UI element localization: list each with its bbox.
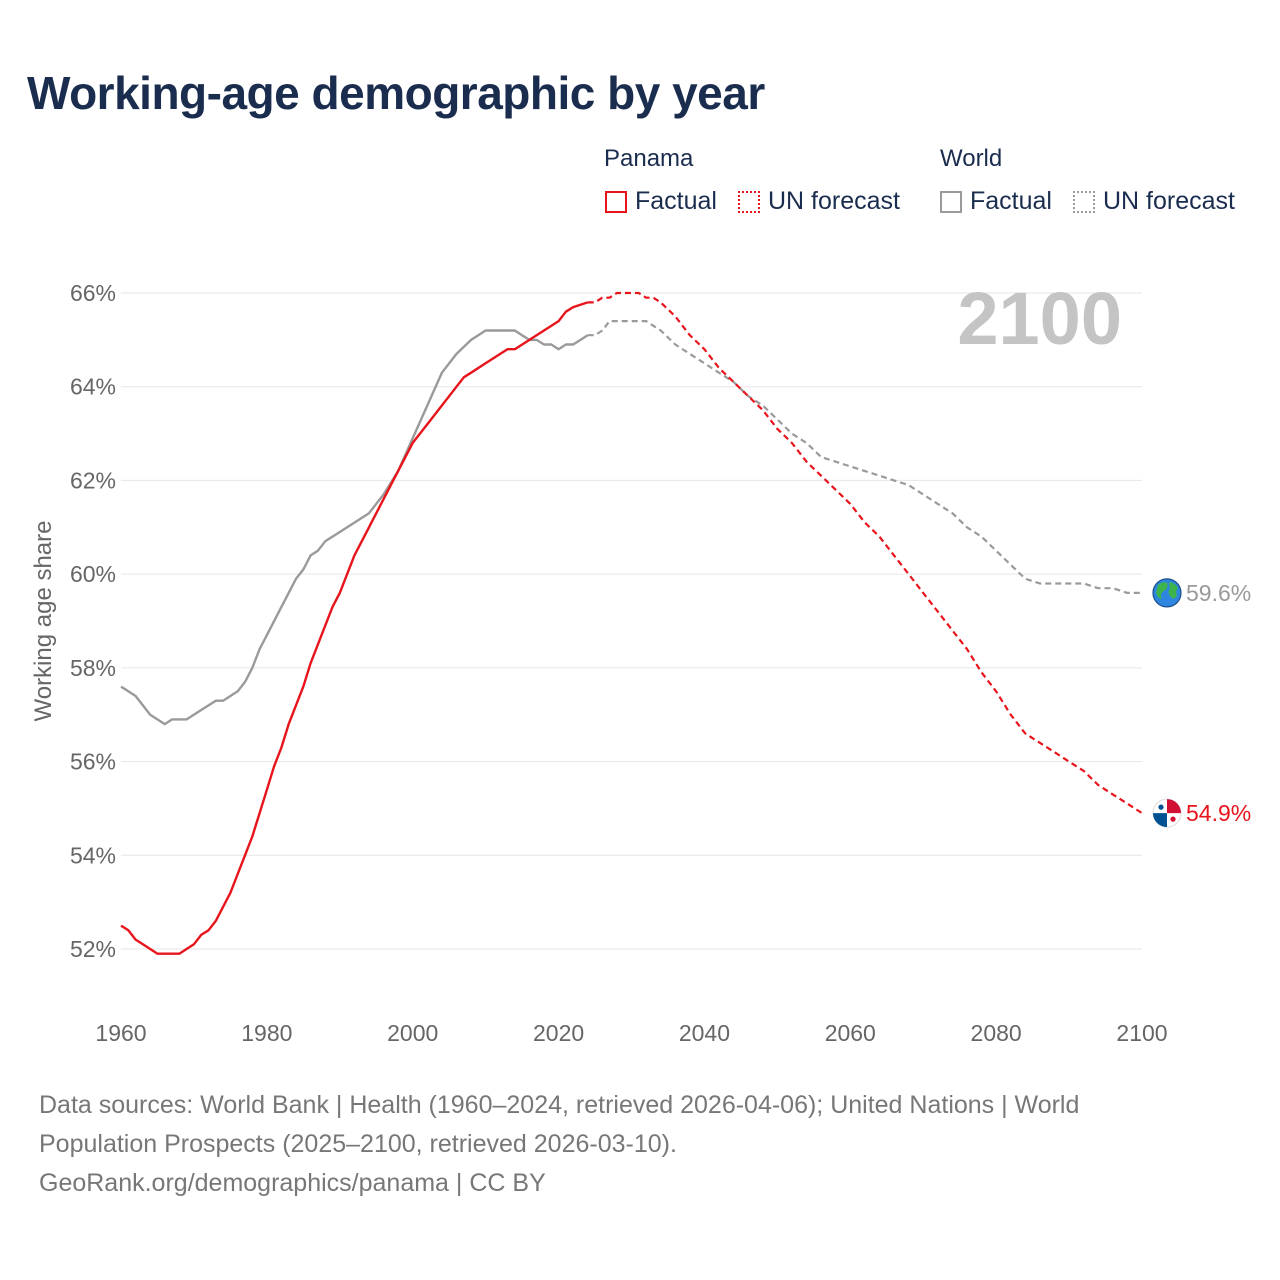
globe-icon <box>1152 578 1182 608</box>
x-tick-label: 2020 <box>533 1020 584 1046</box>
legend-label-panama-forecast: UN forecast <box>768 187 900 215</box>
legend-world-factual[interactable]: Factual <box>940 187 1052 216</box>
series-layer <box>120 291 1143 955</box>
footer-source-line-2: Population Prospects (2025–2100, retriev… <box>39 1130 677 1158</box>
world-forecast-line <box>587 320 1142 594</box>
world-end-value-label: 59.6% <box>1186 580 1251 606</box>
globe-land-west <box>1156 582 1168 599</box>
y-tick-label: 58% <box>70 655 116 681</box>
legend-swatch-world-forecast <box>1073 190 1095 213</box>
flag-red-star <box>1170 816 1176 822</box>
chart-title: Working-age demographic by year <box>27 67 765 119</box>
footer-source-line-1: Data sources: World Bank | Health (1960–… <box>39 1091 1080 1119</box>
legend-world-forecast[interactable]: UN forecast <box>1073 187 1235 216</box>
x-tick-label: 2040 <box>679 1020 730 1046</box>
x-tick-label: 1960 <box>95 1020 146 1046</box>
y-tick-label: 52% <box>70 936 116 962</box>
panama-forecast-line <box>587 291 1143 815</box>
legend-label-world-forecast: UN forecast <box>1103 187 1235 215</box>
y-tick-label: 60% <box>70 561 116 587</box>
legend-panama-title: Panama <box>604 145 694 172</box>
x-tick-label: 1980 <box>241 1020 292 1046</box>
footer: Data sources: World Bank | Health (1960–… <box>39 1086 1219 1203</box>
line-chart: 52% 54% 56% 58% 60% 62% 64% 66% 1960 1980 2000 2020… <box>30 277 1251 1046</box>
flag-blue-quarter <box>1153 813 1167 828</box>
footer-attribution[interactable]: GeoRank.org/demographics/panama | CC BY <box>39 1169 546 1197</box>
x-tick-label: 2100 <box>1116 1020 1167 1046</box>
legend-world-title: World <box>940 145 1003 172</box>
legend-swatch-world-factual <box>940 190 962 213</box>
y-axis-label: Working age share <box>30 521 57 722</box>
legend-label-panama-factual: Factual <box>635 187 717 215</box>
panama-flag-icon <box>1152 798 1182 828</box>
flag-red-quarter <box>1167 799 1181 814</box>
y-tick-label: 54% <box>70 842 116 868</box>
y-tick-label: 66% <box>70 280 116 306</box>
current-year-label: 2100 <box>957 277 1122 360</box>
legend-panama-forecast[interactable]: UN forecast <box>738 187 900 216</box>
panama-factual-line <box>120 301 589 955</box>
x-tick-label: 2060 <box>825 1020 876 1046</box>
globe-land-east <box>1168 581 1178 599</box>
flag-blue-star <box>1158 804 1164 810</box>
world-factual-line <box>120 329 589 726</box>
x-tick-label: 2080 <box>971 1020 1022 1046</box>
y-tick-label: 62% <box>70 467 116 493</box>
legend-swatch-panama-factual <box>605 190 627 213</box>
grid-layer: 52% 54% 56% 58% 60% 62% 64% 66% 1960 1980 2000 2020… <box>70 280 1168 1046</box>
legend-panama-factual[interactable]: Factual <box>605 187 717 216</box>
panama-end-value-label: 54.9% <box>1186 800 1251 826</box>
legend-label-world-factual: Factual <box>970 187 1052 215</box>
marker-layer: 59.6% 54.9% <box>1152 578 1251 828</box>
x-tick-label: 2000 <box>387 1020 438 1046</box>
legend-swatch-panama-forecast <box>738 190 760 213</box>
y-tick-label: 56% <box>70 749 116 775</box>
y-tick-label: 64% <box>70 374 116 400</box>
